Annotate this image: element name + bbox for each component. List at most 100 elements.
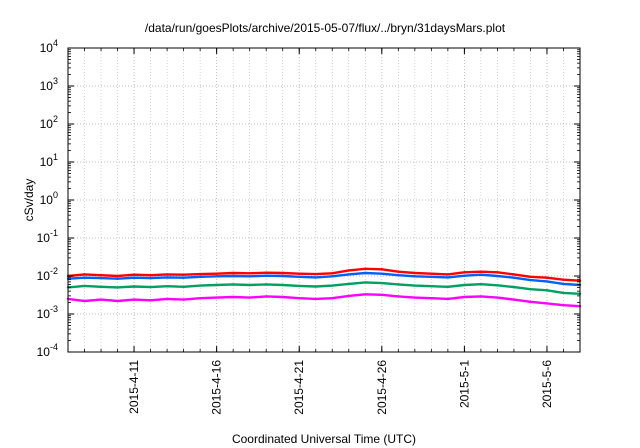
series-4-point: [529, 300, 532, 303]
series-2-point: [314, 276, 317, 279]
series-1-point: [380, 268, 383, 271]
series-4-point: [380, 293, 383, 296]
series-2-point: [298, 275, 301, 278]
series-3-point: [364, 281, 367, 284]
series-4-point: [83, 299, 86, 303]
x-axis: 2015-4-11 2015-4-16 2015-4-21 2015-4-26 2015…: [84, 48, 564, 415]
series-2-point: [198, 275, 202, 278]
series-2-point: [347, 273, 350, 276]
series-2-point: [99, 276, 103, 280]
series-3-point: [463, 283, 466, 287]
y-tick-label: 10-3: [37, 304, 58, 321]
series-4-point: [99, 298, 103, 301]
series-2-point: [364, 271, 367, 275]
series-3-point: [347, 282, 350, 286]
y-axis: 10-4 10-3 10-2 10-1 100 101 102 103 104: [37, 38, 580, 359]
series-2-point: [165, 276, 169, 279]
series-3-point: [281, 283, 284, 287]
series-1-point: [479, 270, 483, 273]
series-3-point: [83, 284, 86, 288]
series-2-point: [215, 275, 218, 278]
series-4-point: [132, 298, 136, 301]
series-group: [66, 267, 582, 308]
y-tick-label: 10-4: [37, 342, 58, 359]
series-3-point: [496, 284, 499, 287]
series-3-point: [314, 285, 317, 288]
series-2-point: [562, 282, 565, 286]
series-2-point: [116, 277, 119, 280]
series-4-point: [182, 298, 185, 301]
series-2-point: [83, 276, 86, 279]
series-1-point: [83, 273, 86, 276]
series-3-point: [562, 291, 565, 295]
series-4-point: [248, 296, 251, 299]
series-1-point: [314, 272, 317, 276]
y-tick-label: 101: [40, 152, 58, 169]
series-3-point: [232, 283, 235, 286]
series-2-point: [281, 274, 284, 278]
series-3-point: [479, 283, 483, 286]
series-3-point: [413, 284, 416, 287]
series-1-point: [397, 270, 400, 273]
y-tick-label: 100: [40, 190, 58, 207]
series-1-point: [347, 269, 350, 272]
series-1-point: [182, 273, 185, 276]
series-4-point: [496, 296, 499, 299]
series-3-point: [446, 285, 450, 288]
series-4-point: [149, 299, 152, 302]
series-3-point: [298, 284, 301, 288]
series-4-point: [479, 295, 483, 298]
series-3-point: [165, 285, 169, 288]
series-2-point: [512, 276, 516, 279]
series-2-point: [496, 274, 499, 278]
series-1-point: [165, 273, 169, 276]
series-1-point: [149, 274, 152, 277]
series-4-point: [314, 297, 317, 301]
series-2-point: [397, 274, 400, 277]
series-1-point: [496, 271, 499, 274]
y-tick-label: 102: [40, 114, 58, 131]
series-4-point: [413, 296, 416, 299]
series-3-point: [265, 283, 268, 286]
series-1-point: [198, 272, 202, 276]
series-4-point: [347, 294, 350, 298]
series-1-point: [446, 273, 450, 276]
series-4-point: [545, 302, 549, 305]
series-4-point: [215, 296, 218, 299]
series-3-point: [149, 285, 152, 289]
y-tick-label: 10-2: [37, 266, 58, 283]
series-3-point: [99, 285, 103, 288]
series-line-1: [67, 267, 581, 282]
x-axis-label: Coordinated Universal Time (UTC): [232, 432, 416, 446]
series-1-point: [265, 271, 268, 274]
series-1-point: [463, 271, 466, 274]
series-1-point: [562, 278, 565, 281]
series-4-point: [331, 297, 334, 300]
series-3-point: [529, 288, 532, 291]
x-tick-label: 2015-4-11: [127, 360, 141, 414]
series-3-point: [397, 283, 400, 286]
series-4-point: [116, 299, 119, 303]
x-tick-label: 2015-4-16: [210, 360, 224, 415]
series-1-point: [364, 267, 367, 270]
series-4-point: [397, 295, 400, 298]
series-2-point: [463, 274, 466, 277]
series-4-point: [232, 295, 235, 299]
series-1-point: [116, 274, 119, 278]
series-2-point: [149, 276, 152, 280]
series-4-point: [512, 298, 516, 301]
series-1-point: [248, 272, 251, 275]
series-4-point: [198, 297, 202, 300]
series-4-point: [265, 295, 268, 298]
series-3-point: [545, 289, 549, 292]
series-2-point: [182, 276, 185, 279]
series-3-point: [380, 281, 383, 285]
x-tick-label: 2015-5-6: [540, 360, 554, 408]
series-3-point: [331, 284, 334, 287]
series-1-point: [545, 276, 549, 279]
series-2-point: [132, 276, 136, 279]
series-line-4: [67, 293, 581, 308]
series-1-point: [232, 271, 235, 275]
x-tick-label: 2015-4-21: [292, 360, 306, 415]
